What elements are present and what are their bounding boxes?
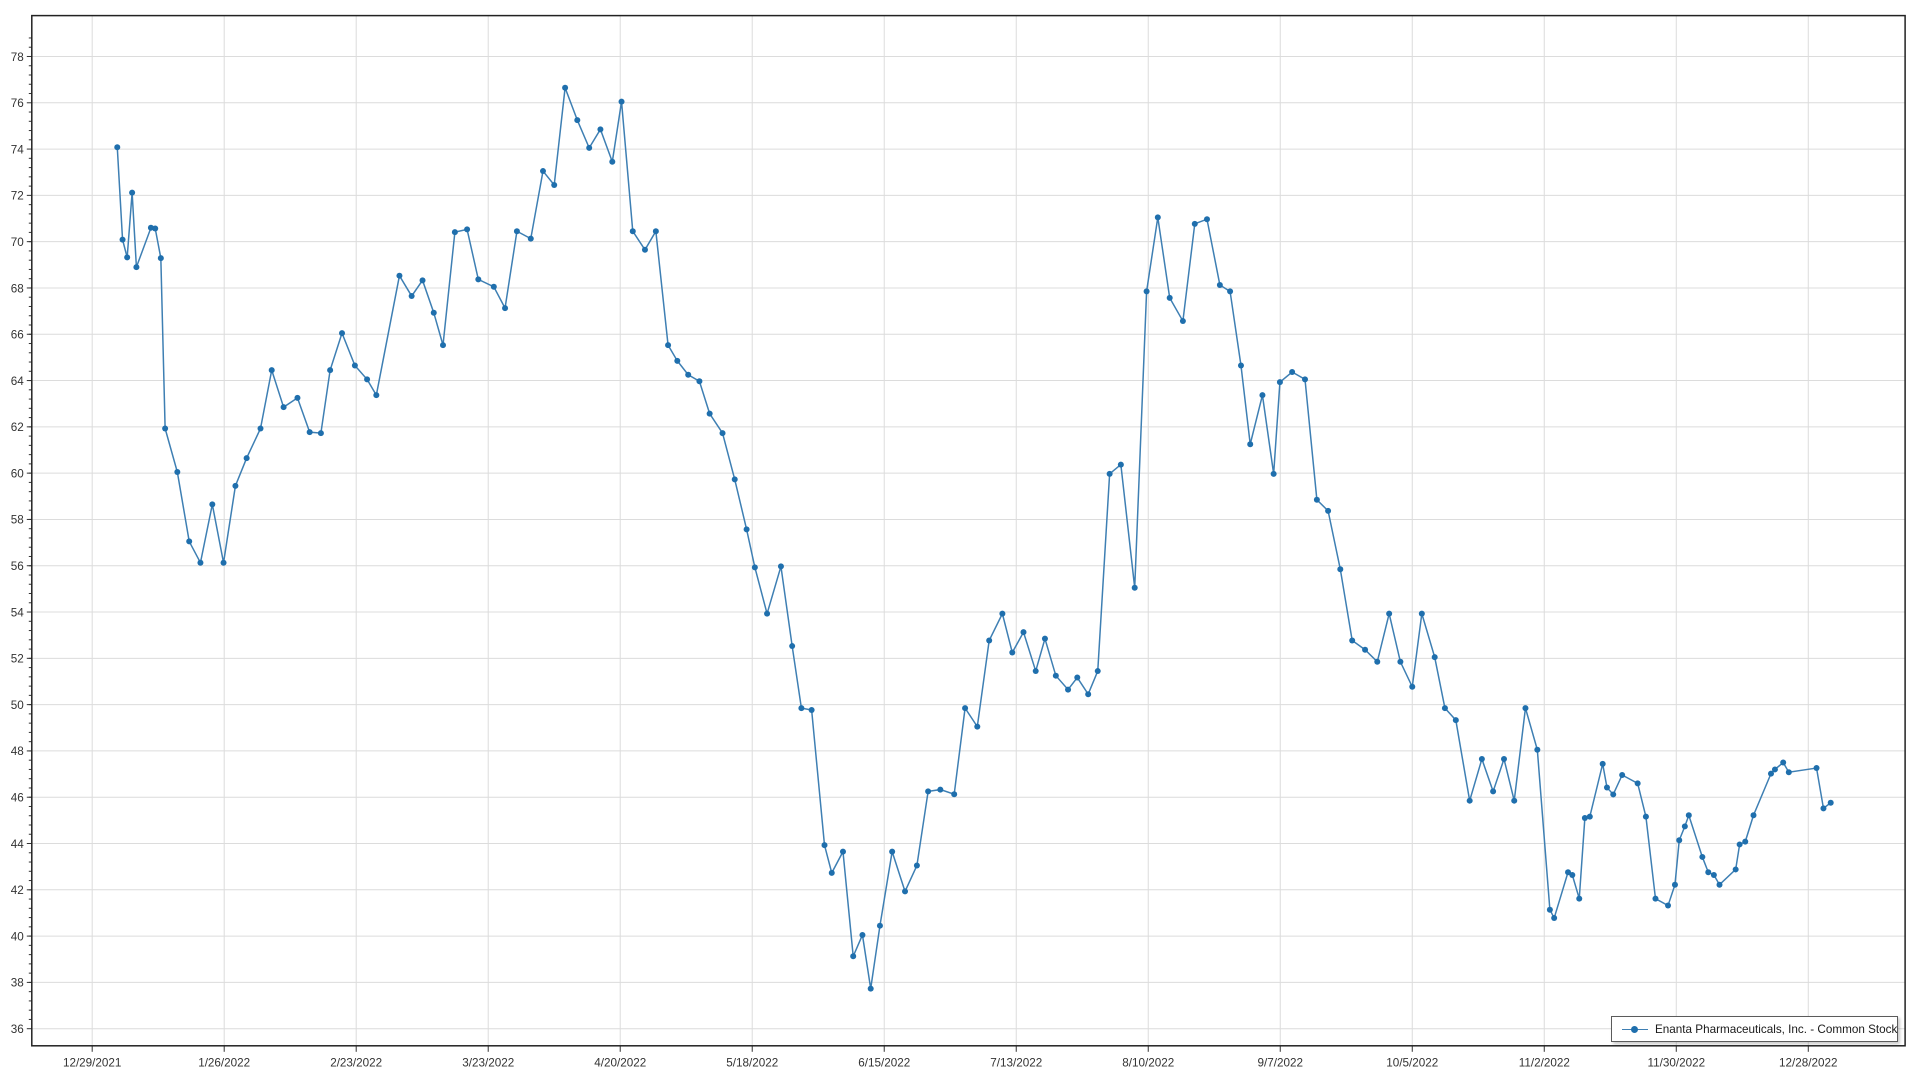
svg-text:36: 36 bbox=[11, 1023, 24, 1036]
svg-text:8/10/2022: 8/10/2022 bbox=[1122, 1057, 1174, 1070]
svg-text:5/18/2022: 5/18/2022 bbox=[726, 1057, 778, 1070]
svg-text:56: 56 bbox=[11, 560, 24, 573]
svg-text:72: 72 bbox=[11, 190, 24, 203]
svg-text:78: 78 bbox=[11, 51, 24, 64]
svg-text:66: 66 bbox=[11, 329, 24, 342]
svg-text:58: 58 bbox=[11, 514, 24, 527]
svg-text:10/5/2022: 10/5/2022 bbox=[1386, 1057, 1438, 1070]
svg-text:70: 70 bbox=[11, 236, 25, 249]
svg-text:48: 48 bbox=[11, 745, 24, 758]
svg-text:42: 42 bbox=[11, 884, 24, 897]
svg-text:64: 64 bbox=[11, 375, 25, 388]
svg-text:44: 44 bbox=[11, 838, 25, 851]
svg-text:7/13/2022: 7/13/2022 bbox=[990, 1057, 1042, 1070]
svg-text:74: 74 bbox=[11, 143, 25, 156]
svg-text:68: 68 bbox=[11, 282, 24, 295]
svg-text:76: 76 bbox=[11, 97, 24, 110]
svg-text:12/28/2022: 12/28/2022 bbox=[1779, 1057, 1838, 1070]
svg-text:46: 46 bbox=[11, 792, 24, 805]
svg-text:6/15/2022: 6/15/2022 bbox=[858, 1057, 910, 1070]
svg-text:1/26/2022: 1/26/2022 bbox=[198, 1057, 250, 1070]
svg-text:2/23/2022: 2/23/2022 bbox=[330, 1057, 382, 1070]
svg-text:60: 60 bbox=[11, 467, 25, 480]
svg-text:54: 54 bbox=[11, 606, 25, 619]
svg-text:50: 50 bbox=[11, 699, 25, 712]
svg-text:62: 62 bbox=[11, 421, 24, 434]
svg-text:3/23/2022: 3/23/2022 bbox=[462, 1057, 514, 1070]
svg-text:52: 52 bbox=[11, 653, 24, 666]
svg-text:9/7/2022: 9/7/2022 bbox=[1258, 1057, 1304, 1070]
svg-text:4/20/2022: 4/20/2022 bbox=[594, 1057, 646, 1070]
svg-text:40: 40 bbox=[11, 930, 25, 943]
svg-text:12/29/2021: 12/29/2021 bbox=[63, 1057, 122, 1070]
svg-text:11/30/2022: 11/30/2022 bbox=[1647, 1057, 1705, 1070]
svg-text:38: 38 bbox=[11, 977, 24, 990]
svg-text:11/2/2022: 11/2/2022 bbox=[1519, 1057, 1570, 1070]
